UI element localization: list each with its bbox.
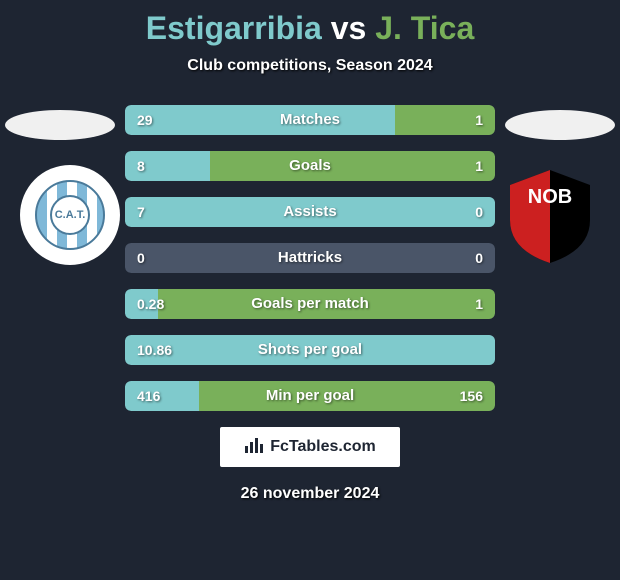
player2-name: J. Tica xyxy=(375,10,474,46)
stat-label: Matches xyxy=(125,105,495,135)
stat-value-left: 0 xyxy=(137,243,145,273)
stat-row: Matches29 1 xyxy=(125,105,495,135)
stat-row: Hattricks0 0 xyxy=(125,243,495,273)
subtitle: Club competitions, Season 2024 xyxy=(0,57,620,75)
stat-value-right: 0 xyxy=(475,243,483,273)
flag-right xyxy=(505,110,615,140)
watermark-text: FcTables.com xyxy=(270,438,376,456)
stat-label: Min per goal xyxy=(125,381,495,411)
stat-value-left: 0.28 xyxy=(137,289,164,319)
stat-row: Min per goal416 156 xyxy=(125,381,495,411)
stat-value-left: 8 xyxy=(137,151,145,181)
stat-value-right: 156 xyxy=(460,381,483,411)
stat-value-left: 29 xyxy=(137,105,153,135)
stat-value-left: 7 xyxy=(137,197,145,227)
vs-separator: vs xyxy=(331,10,367,46)
chart-icon xyxy=(244,436,264,459)
stat-value-left: 416 xyxy=(137,381,160,411)
stat-row: Goals per match0.28 1 xyxy=(125,289,495,319)
stat-label: Hattricks xyxy=(125,243,495,273)
crest-left-label: C.A.T. xyxy=(50,195,90,235)
stat-row: Assists7 0 xyxy=(125,197,495,227)
stat-value-left: 10.86 xyxy=(137,335,172,365)
watermark: FcTables.com xyxy=(220,427,400,467)
stat-value-right: 1 xyxy=(475,289,483,319)
player1-name: Estigarribia xyxy=(146,10,322,46)
stat-row: Shots per goal10.86 xyxy=(125,335,495,365)
stat-value-right: 1 xyxy=(475,151,483,181)
crest-right-label: NOB xyxy=(528,186,572,208)
crest-right: NOB xyxy=(500,165,600,265)
stat-bars: Matches291Goals81Assists70Hattricks00Goa… xyxy=(125,105,495,411)
crest-left: C.A.T. xyxy=(20,165,120,265)
stats-area: C.A.T. NOB Matches291Goals81Assists70Hat… xyxy=(0,105,620,411)
comparison-title: Estigarribia vs J. Tica xyxy=(0,10,620,47)
stat-label: Assists xyxy=(125,197,495,227)
stat-label: Goals xyxy=(125,151,495,181)
stat-row: Goals8 1 xyxy=(125,151,495,181)
stat-value-right: 0 xyxy=(475,197,483,227)
stat-label: Shots per goal xyxy=(125,335,495,365)
date: 26 november 2024 xyxy=(0,485,620,503)
stat-label: Goals per match xyxy=(125,289,495,319)
flag-left xyxy=(5,110,115,140)
stat-value-right: 1 xyxy=(475,105,483,135)
